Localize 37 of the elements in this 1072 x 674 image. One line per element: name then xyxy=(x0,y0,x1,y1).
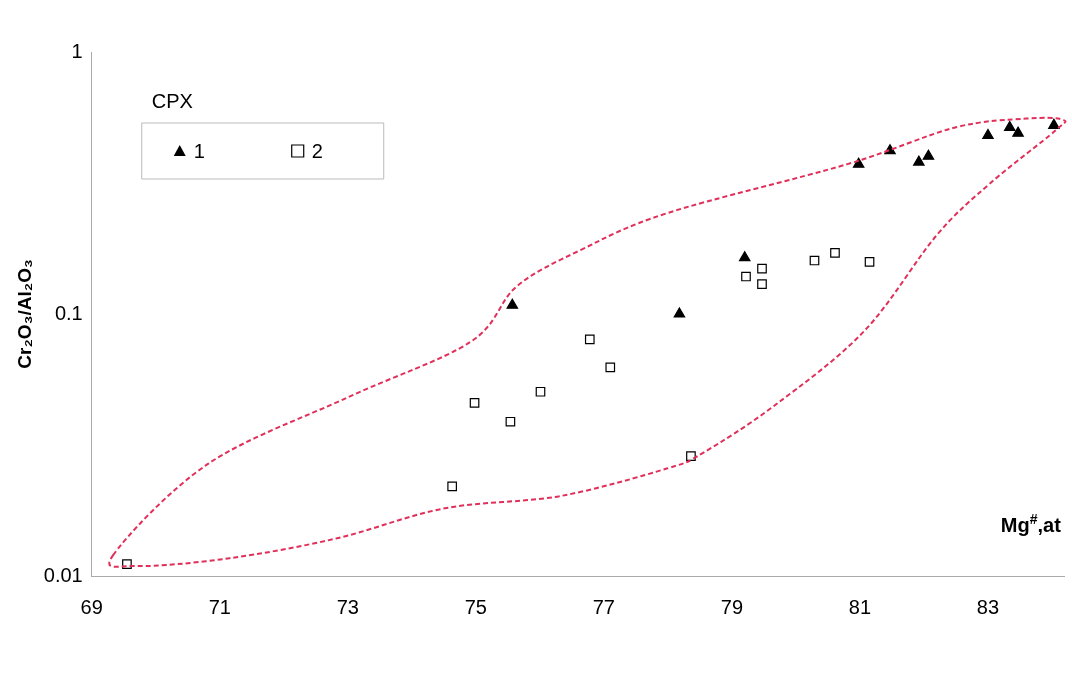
x-tick-label: 81 xyxy=(848,595,872,618)
point xyxy=(1003,120,1016,132)
point xyxy=(830,248,840,258)
y-tick-label: 0.1 xyxy=(54,301,83,324)
x-axis-title: Mg#,at xyxy=(1000,511,1062,536)
x-tick-label: 79 xyxy=(720,595,744,618)
point xyxy=(757,263,767,274)
point xyxy=(686,451,696,461)
y-tick-label: 0.01 xyxy=(43,563,83,586)
legend-label: 1 xyxy=(193,139,205,162)
x-tick-label: 77 xyxy=(592,595,615,618)
point xyxy=(605,362,616,373)
point xyxy=(738,251,751,262)
x-tick-label: 73 xyxy=(336,595,359,618)
legend-title: CPX xyxy=(151,89,193,112)
point xyxy=(584,334,595,345)
y-tick-label: 1 xyxy=(71,39,83,62)
legend-label: 2 xyxy=(311,139,323,162)
point xyxy=(447,481,457,492)
point xyxy=(469,398,480,408)
point xyxy=(864,257,875,267)
point xyxy=(741,271,751,282)
y-axis-title: Cr₂O₃/Al₂O₃ xyxy=(13,259,35,369)
point xyxy=(1012,126,1024,137)
x-tick-label: 75 xyxy=(464,595,487,618)
point xyxy=(913,155,925,166)
x-tick-label: 71 xyxy=(208,595,231,618)
x-tick-label: 69 xyxy=(80,595,103,618)
point xyxy=(982,128,994,140)
point xyxy=(673,307,686,318)
point xyxy=(505,416,516,427)
point xyxy=(757,279,767,289)
point xyxy=(535,386,546,397)
point xyxy=(1048,118,1060,129)
point xyxy=(506,298,519,309)
point xyxy=(922,149,935,160)
x-tick-label: 83 xyxy=(976,595,1000,618)
